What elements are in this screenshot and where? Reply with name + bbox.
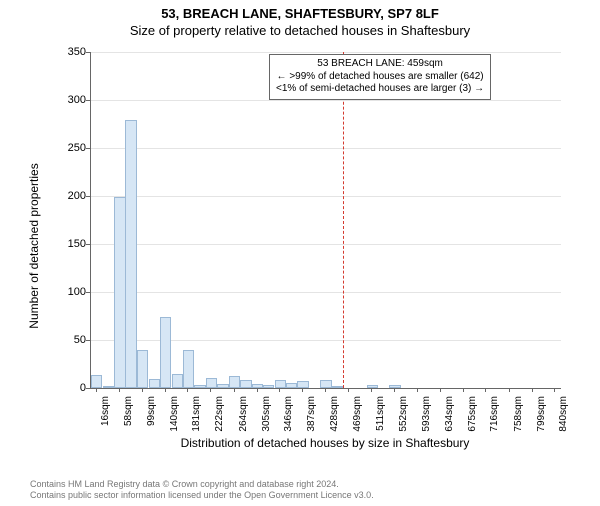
histogram-bar — [103, 386, 114, 388]
histogram-bar — [160, 317, 171, 388]
histogram-bar — [217, 384, 228, 388]
annotation-line2: ← >99% of detached houses are smaller (6… — [276, 71, 484, 84]
x-tick-mark — [394, 388, 395, 392]
histogram-bar — [240, 380, 251, 388]
x-tick-label: 675sqm — [467, 396, 478, 436]
histogram-bar — [389, 385, 400, 388]
x-axis-label: Distribution of detached houses by size … — [90, 436, 560, 450]
annotation-line1: 53 BREACH LANE: 459sqm — [276, 58, 484, 71]
page-title-address: 53, BREACH LANE, SHAFTESBURY, SP7 8LF — [0, 6, 600, 21]
x-tick-mark — [257, 388, 258, 392]
histogram-bar — [275, 380, 286, 388]
plot-area: 53 BREACH LANE: 459sqm ← >99% of detache… — [90, 52, 561, 389]
annotation-box: 53 BREACH LANE: 459sqm ← >99% of detache… — [269, 54, 491, 100]
x-tick-label: 428sqm — [329, 396, 340, 436]
x-tick-label: 99sqm — [146, 396, 157, 436]
x-tick-mark — [417, 388, 418, 392]
x-tick-mark — [554, 388, 555, 392]
x-tick-label: 181sqm — [191, 396, 202, 436]
x-tick-mark — [234, 388, 235, 392]
y-tick-label: 50 — [36, 334, 86, 346]
histogram-bar — [297, 381, 308, 388]
x-tick-label: 305sqm — [261, 396, 272, 436]
histogram-bar — [229, 376, 240, 388]
histogram-bar — [332, 386, 343, 388]
x-tick-mark — [371, 388, 372, 392]
annotation-line3: <1% of semi-detached houses are larger (… — [276, 83, 484, 96]
grid-line — [91, 52, 561, 53]
x-tick-mark — [165, 388, 166, 392]
histogram-bar — [286, 383, 297, 388]
x-tick-mark — [463, 388, 464, 392]
histogram-bar — [91, 375, 102, 388]
grid-line — [91, 148, 561, 149]
footer-line2: Contains public sector information licen… — [30, 490, 374, 502]
y-tick-label: 200 — [36, 190, 86, 202]
histogram-bar — [320, 380, 331, 388]
grid-line — [91, 196, 561, 197]
x-tick-mark — [509, 388, 510, 392]
y-tick-label: 0 — [36, 382, 86, 394]
histogram-bar — [125, 120, 136, 388]
grid-line — [91, 244, 561, 245]
x-tick-mark — [187, 388, 188, 392]
x-tick-label: 758sqm — [513, 396, 524, 436]
x-tick-label: 716sqm — [489, 396, 500, 436]
y-tick-label: 150 — [36, 238, 86, 250]
x-tick-label: 469sqm — [352, 396, 363, 436]
y-tick-label: 350 — [36, 46, 86, 58]
x-tick-mark — [279, 388, 280, 392]
x-tick-mark — [485, 388, 486, 392]
histogram-bar — [206, 378, 217, 388]
x-tick-mark — [210, 388, 211, 392]
x-tick-mark — [302, 388, 303, 392]
histogram-bar — [263, 385, 274, 388]
histogram-bar — [172, 374, 183, 388]
histogram-bar — [137, 350, 148, 388]
x-tick-mark — [440, 388, 441, 392]
x-tick-label: 264sqm — [238, 396, 249, 436]
x-tick-label: 16sqm — [100, 396, 111, 436]
histogram-bar — [149, 379, 160, 388]
histogram-bar — [114, 197, 125, 388]
x-tick-label: 140sqm — [169, 396, 180, 436]
x-tick-mark — [532, 388, 533, 392]
grid-line — [91, 100, 561, 101]
x-tick-mark — [142, 388, 143, 392]
y-tick-label: 100 — [36, 286, 86, 298]
x-tick-label: 222sqm — [214, 396, 225, 436]
x-tick-mark — [325, 388, 326, 392]
x-tick-label: 58sqm — [123, 396, 134, 436]
reference-line — [343, 52, 344, 388]
x-tick-mark — [348, 388, 349, 392]
x-tick-label: 552sqm — [398, 396, 409, 436]
x-tick-mark — [96, 388, 97, 392]
page-subtitle: Size of property relative to detached ho… — [0, 23, 600, 38]
x-tick-label: 799sqm — [536, 396, 547, 436]
x-tick-label: 840sqm — [558, 396, 569, 436]
y-tick-label: 250 — [36, 142, 86, 154]
x-tick-label: 634sqm — [444, 396, 455, 436]
x-tick-label: 387sqm — [306, 396, 317, 436]
grid-line — [91, 292, 561, 293]
y-tick-label: 300 — [36, 94, 86, 106]
histogram-bar — [194, 385, 205, 388]
x-tick-mark — [119, 388, 120, 392]
x-tick-label: 593sqm — [421, 396, 432, 436]
footer-line1: Contains HM Land Registry data © Crown c… — [30, 479, 374, 491]
x-tick-label: 346sqm — [283, 396, 294, 436]
histogram-bar — [183, 350, 194, 388]
histogram-chart: Number of detached properties 0501001502… — [36, 46, 576, 446]
x-tick-label: 511sqm — [375, 396, 386, 436]
footer-attribution: Contains HM Land Registry data © Crown c… — [30, 479, 374, 502]
